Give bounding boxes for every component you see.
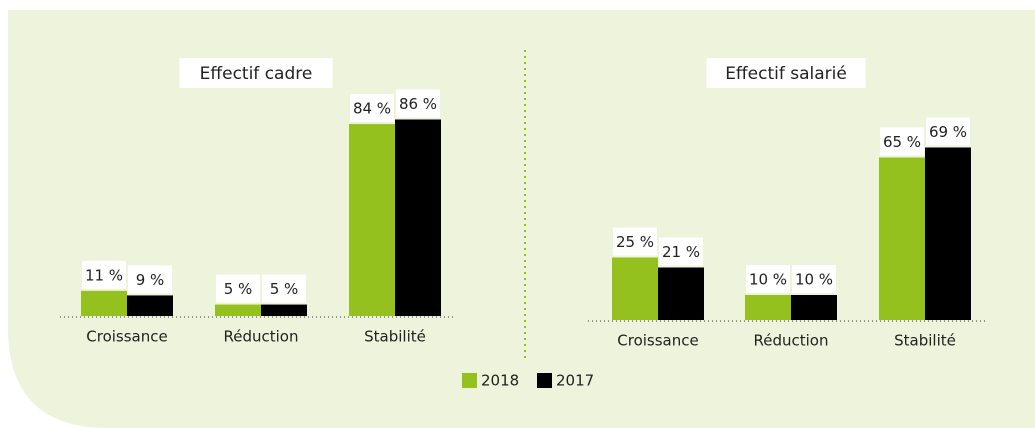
title-box [706,58,866,88]
chart-title: Effectif cadre [200,64,313,84]
value-label-box [792,265,836,293]
bar [925,147,971,320]
value-label-box [262,274,306,303]
x-tick-label: Croissance [617,332,698,350]
legend-label: 2017 [556,372,594,390]
value-label-box [613,227,657,256]
bar [658,267,704,320]
bar [745,295,791,320]
x-tick-label: Croissance [86,328,167,346]
value-label: 10 % [795,271,833,289]
bar [127,295,173,316]
x-tick-label: Réduction [754,332,829,350]
value-label-box [216,274,260,303]
value-label-box [396,89,440,118]
bar [879,157,925,320]
bar [261,304,307,316]
bar [81,290,127,316]
value-label-box [746,265,790,293]
value-label: 86 % [399,95,437,113]
value-label: 11 % [85,266,123,284]
bar [215,304,261,316]
legend-swatch [537,373,552,388]
value-label-box [128,265,172,294]
x-tick-label: Stabilité [364,328,426,346]
bar [612,257,658,320]
chart-title: Effectif salarié [725,64,847,84]
value-label: 69 % [929,123,967,141]
value-label: 5 % [224,280,253,298]
legend-swatch [462,373,477,388]
bar [791,295,837,320]
x-tick-label: Stabilité [894,332,956,350]
value-label: 10 % [749,271,787,289]
value-label-box [659,237,703,266]
value-label: 84 % [353,100,391,118]
value-label-box [82,260,126,289]
bar [395,119,441,317]
legend-label: 2018 [481,372,519,390]
value-label: 25 % [616,233,654,251]
value-label: 5 % [270,280,299,298]
x-tick-label: Réduction [224,328,299,346]
value-label: 9 % [136,271,165,289]
value-label-box [350,94,394,123]
value-label: 65 % [883,133,921,151]
value-label-box [880,127,924,156]
value-label: 21 % [662,243,700,261]
bar [349,124,395,316]
title-box [179,58,333,88]
value-label-box [926,117,970,146]
panel [8,10,1035,428]
